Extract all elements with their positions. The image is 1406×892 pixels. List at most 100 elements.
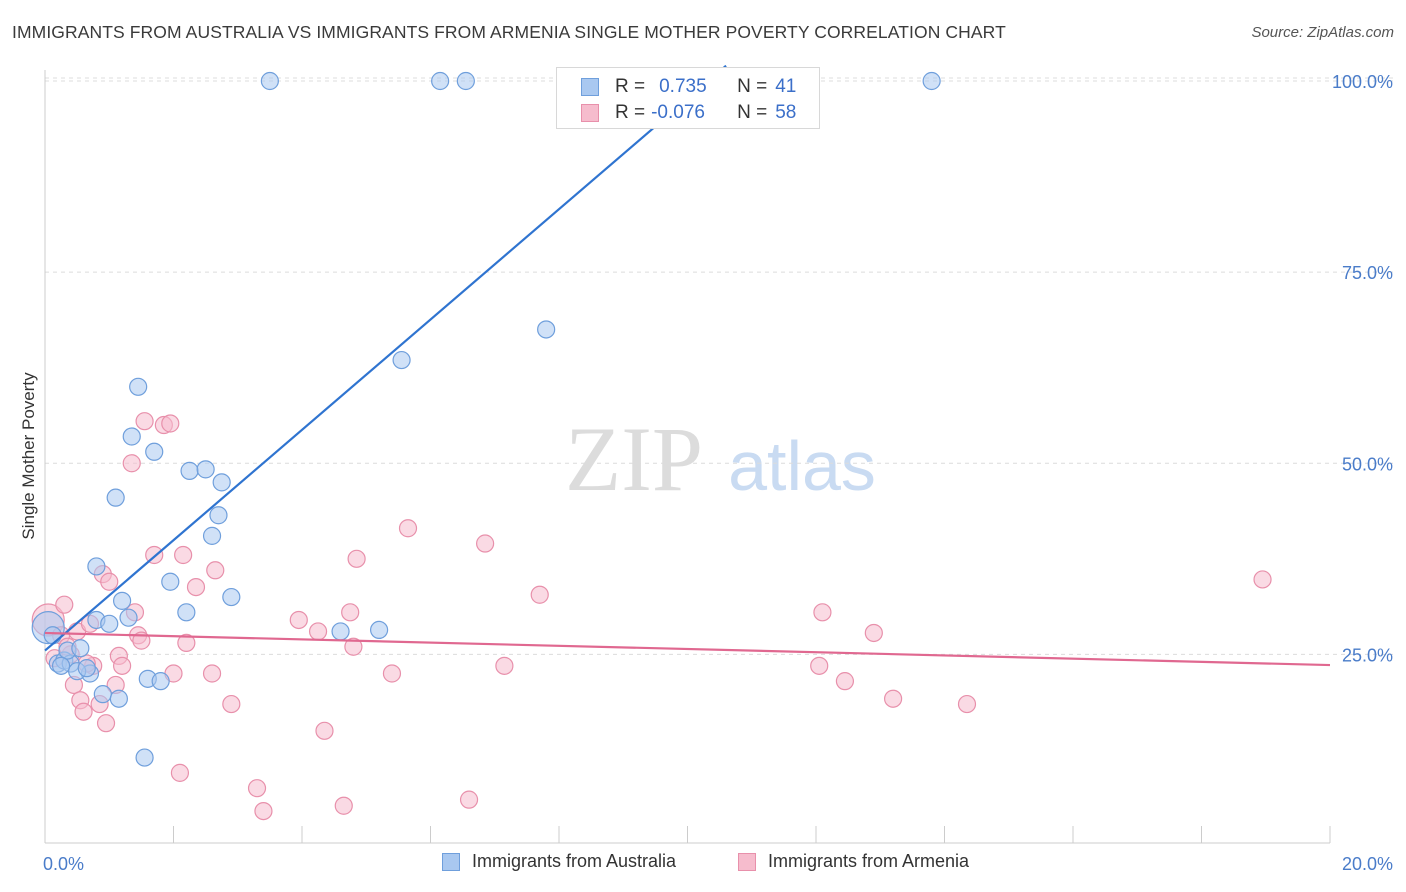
stats-r-label: R = — [615, 76, 646, 97]
armenia-point — [495, 656, 514, 675]
armenia-point — [459, 790, 479, 809]
armenia-point — [315, 721, 334, 740]
australia-point — [209, 506, 228, 525]
legend-item-australia[interactable]: Immigrants from Australia — [442, 851, 676, 872]
armenia-point — [202, 664, 222, 683]
australia-point — [87, 557, 106, 576]
australia-point — [196, 460, 215, 479]
legend: Immigrants from Australia Immigrants fro… — [0, 851, 1406, 879]
x-tick-label: 0.0% — [43, 854, 84, 874]
australia-point — [51, 656, 71, 675]
armenia-point — [883, 689, 903, 708]
australia-point — [922, 71, 941, 91]
australia-point — [202, 526, 222, 545]
armenia-point — [254, 801, 273, 821]
armenia-n-value: 58 — [775, 102, 797, 123]
y-tick-label: 50.0% — [1342, 454, 1393, 474]
armenia-point — [112, 656, 132, 675]
tick-labels: 25.0% 50.0% 75.0% 100.0% 0.0% 20.0% — [43, 72, 1393, 874]
armenia-r-value: -0.076 — [651, 102, 705, 123]
armenia-point — [864, 623, 883, 643]
trendline-australia — [44, 64, 727, 652]
australia-point — [112, 591, 132, 610]
y-tick-label: 25.0% — [1342, 645, 1393, 665]
armenia-point — [398, 519, 418, 538]
armenia-point — [161, 414, 180, 433]
armenia-point — [341, 603, 360, 622]
armenia-point — [170, 763, 190, 782]
armenia-point — [957, 694, 977, 714]
gridlines — [45, 77, 1395, 655]
armenia-point — [347, 549, 366, 568]
australia-swatch — [581, 78, 599, 96]
australia-point — [129, 377, 148, 396]
armenia-point — [55, 595, 74, 614]
source-credit: Source: ZipAtlas.com — [1251, 24, 1394, 41]
australia-point — [122, 427, 141, 446]
legend-item-armenia[interactable]: Immigrants from Armenia — [738, 851, 969, 872]
australia-n-value: 41 — [775, 76, 797, 97]
armenia-point — [206, 561, 225, 580]
armenia-point — [222, 694, 241, 714]
armenia-point — [344, 637, 363, 656]
armenia-point — [476, 534, 495, 553]
armenia-point — [813, 603, 832, 622]
armenia-point — [382, 664, 402, 683]
australia-point — [100, 614, 119, 633]
australia-point — [222, 587, 241, 607]
australia-point — [537, 320, 556, 339]
armenia-point — [835, 672, 855, 691]
legend-label-armenia: Immigrants from Armenia — [768, 851, 970, 871]
stats-n-label: N = — [737, 102, 768, 123]
stats-legend-box: R = 0.735 N = 41 R = -0.076 N = 58 — [556, 67, 820, 129]
australia-point — [71, 639, 90, 658]
australia-point — [392, 350, 411, 370]
legend-swatch-australia — [442, 852, 460, 871]
armenia-point — [96, 714, 116, 733]
australia-point — [119, 608, 138, 627]
armenia-point — [530, 585, 549, 604]
trendlines — [44, 64, 1331, 667]
armenia-point — [74, 702, 93, 721]
armenia-point — [177, 633, 196, 653]
armenia-point — [247, 779, 267, 798]
armenia-point — [122, 454, 141, 473]
australia-point — [106, 488, 125, 507]
australia-point — [370, 620, 389, 640]
stats-row-australia: R = 0.735 N = 41 — [581, 75, 797, 99]
legend-label-australia: Immigrants from Australia — [472, 851, 677, 871]
australia-point — [161, 572, 180, 591]
australia-point — [109, 689, 128, 708]
trendline-armenia — [44, 631, 1331, 667]
stats-r-label: R = — [615, 102, 646, 123]
chart-title: IMMIGRANTS FROM AUSTRALIA VS IMMIGRANTS … — [12, 22, 1006, 42]
armenia-point — [174, 545, 193, 565]
australia-point — [135, 748, 154, 767]
australia-r-value: 0.735 — [659, 76, 707, 97]
y-axis-label: Single Mother Poverty — [19, 372, 38, 540]
australia-point — [77, 659, 96, 678]
y-tick-label: 75.0% — [1342, 263, 1393, 283]
australia-point — [456, 71, 475, 91]
watermark-atlas: atlas — [728, 427, 876, 505]
australia-point — [180, 461, 199, 480]
australia-point — [260, 71, 279, 91]
australia-point — [93, 685, 112, 704]
armenia-point — [308, 622, 328, 641]
armenia-point — [334, 796, 353, 815]
x-tick-label: 20.0% — [1342, 854, 1393, 874]
armenia-point — [100, 572, 119, 591]
axes — [44, 70, 1331, 844]
australia-point — [431, 71, 450, 91]
stats-row-armenia: R = -0.076 N = 58 — [581, 101, 797, 125]
armenia-point — [289, 610, 308, 630]
armenia-point — [135, 412, 154, 431]
australia-point — [177, 603, 196, 622]
armenia-point — [1253, 570, 1272, 589]
series-australia — [31, 71, 941, 767]
watermark-zip: ZIP — [565, 408, 703, 510]
armenia-swatch — [581, 104, 599, 122]
watermark: ZIP atlas — [565, 408, 876, 510]
y-tick-label: 100.0% — [1332, 72, 1393, 92]
